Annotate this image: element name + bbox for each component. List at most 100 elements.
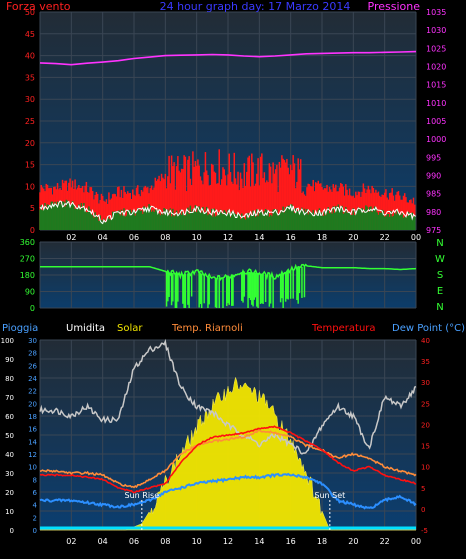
solar-tick-label: 10 [28,464,37,472]
series-line-umidita [39,338,417,455]
solar-tick-label: 0 [33,527,37,535]
x-tick-label: 04 [98,233,108,242]
x-tick-label: 06 [129,537,139,546]
temp-tick-label: 20 [421,421,430,429]
direction-tick-label: 270 [20,255,35,264]
solar-tick-label: 18 [28,413,37,421]
x-tick-label: 16 [286,537,296,546]
solar-tick-label: 26 [28,362,37,370]
x-tick-label: 02 [66,537,76,546]
temp-tick-label: -5 [421,527,428,535]
series-line-temp-riarnoli [39,429,417,489]
rain-tick-label: 0 [10,527,14,535]
x-tick-label: 08 [160,233,170,242]
pressure-line [39,50,417,66]
solar-tick-label: 8 [33,476,37,484]
solar-tick-label: 20 [28,400,37,408]
wind-series [39,50,417,230]
x-tick-label: 18 [317,537,327,546]
solar-tick-label: 4 [33,502,38,510]
legend-label: Umidita [66,323,105,334]
rain-tick-label: 100 [1,337,14,345]
climate-series [39,338,417,531]
wind-tick-label: 25 [25,117,35,126]
compass-label: S [437,270,443,281]
x-tick-label: 20 [348,537,358,546]
pressure-tick-label: 985 [426,190,441,199]
compass-label: E [437,286,443,297]
pressure-tick-label: 995 [426,153,441,162]
solar-tick-label: 16 [28,426,37,434]
temp-tick-label: 10 [421,464,430,472]
pressure-axis-right: 975 980 985 990 995 1000 1005 1010 1015 1020 1025 1… [426,8,446,235]
temp-tick-label: 40 [421,337,430,345]
solar-tick-label: 22 [28,388,37,396]
wind-tick-label: 35 [25,73,35,82]
pressure-tick-label: 975 [426,226,441,235]
wind-tick-label: 5 [30,204,35,213]
sunrise-label: Sun Rise [125,491,160,500]
wind-axis-left: 0 5 10 15 20 25 30 35 40 45 50 [25,8,35,235]
pressure-tick-label: 1005 [426,117,446,126]
direction-tick-label: 180 [20,271,35,280]
x-tick-label: 18 [317,233,327,242]
average-wind-line [39,200,417,225]
temp-tick-label: 5 [421,485,425,493]
solar-area [40,376,416,531]
x-tick-label: 10 [192,537,202,546]
wind-tick-label: 40 [25,52,35,61]
x-tick-label: 20 [348,233,358,242]
rain-tick-label: 90 [5,356,14,364]
solar-tick-label: 2 [33,514,37,522]
rain-tick-label: 20 [5,489,14,497]
solar-tick-label: 30 [28,337,37,345]
pressure-tick-label: 1010 [426,99,446,108]
temp-tick-label: 35 [421,358,430,366]
bottom-legend: Pioggia Umidita Solar Temp. Riarnoli Tempera… [2,323,465,334]
wind-x-axis: 02 04 06 08 10 12 14 16 18 20 22 00 [66,233,421,242]
rain-tick-label: 60 [5,413,14,421]
pressure-title: Pressione [368,0,421,13]
x-tick-label: 06 [129,233,139,242]
rain-tick-label: 30 [5,470,14,478]
wind-tick-label: 45 [25,30,35,39]
solar-tick-label: 28 [28,350,37,358]
x-tick-label: 00 [411,537,421,546]
legend-label: Temp. Riarnoli [171,323,243,334]
x-tick-label: 22 [380,537,390,546]
pressure-tick-label: 1020 [426,63,446,72]
climate-x-axis: 02 04 06 08 10 12 14 16 18 20 22 00 [66,537,421,546]
solar-tick-label: 6 [33,489,38,497]
temp-tick-label: 15 [421,443,430,451]
compass-label: N [436,302,443,313]
temp-tick-label: 30 [421,379,430,387]
pressure-tick-label: 1000 [426,135,446,144]
wind-tick-label: 0 [30,226,35,235]
direction-line [40,263,417,283]
x-tick-label: 10 [192,233,202,242]
legend-label: Dew Point (°C) [392,323,465,334]
rain-tick-label: 50 [5,432,14,440]
wind-tick-label: 20 [25,139,35,148]
pressure-tick-label: 1015 [426,81,446,90]
temp-tick-label: 25 [421,400,430,408]
pressure-tick-label: 1025 [426,44,446,53]
x-tick-label: 14 [254,233,264,242]
compass-label: N [436,238,443,249]
rain-tick-label: 40 [5,451,14,459]
direction-tick-label: 360 [20,238,35,247]
direction-grid [39,241,417,309]
compass-label: W [435,254,445,265]
x-tick-label: 14 [254,537,264,546]
wind-title: Forza vento [6,0,71,13]
solar-tick-label: 24 [28,375,37,383]
pressure-tick-label: 980 [426,208,441,217]
solar-tick-label: 12 [28,451,37,459]
wind-tick-label: 10 [25,182,35,191]
temp-tick-label: 0 [421,506,425,514]
direction-tick-label: 0 [30,304,35,313]
x-tick-label: 02 [66,233,76,242]
